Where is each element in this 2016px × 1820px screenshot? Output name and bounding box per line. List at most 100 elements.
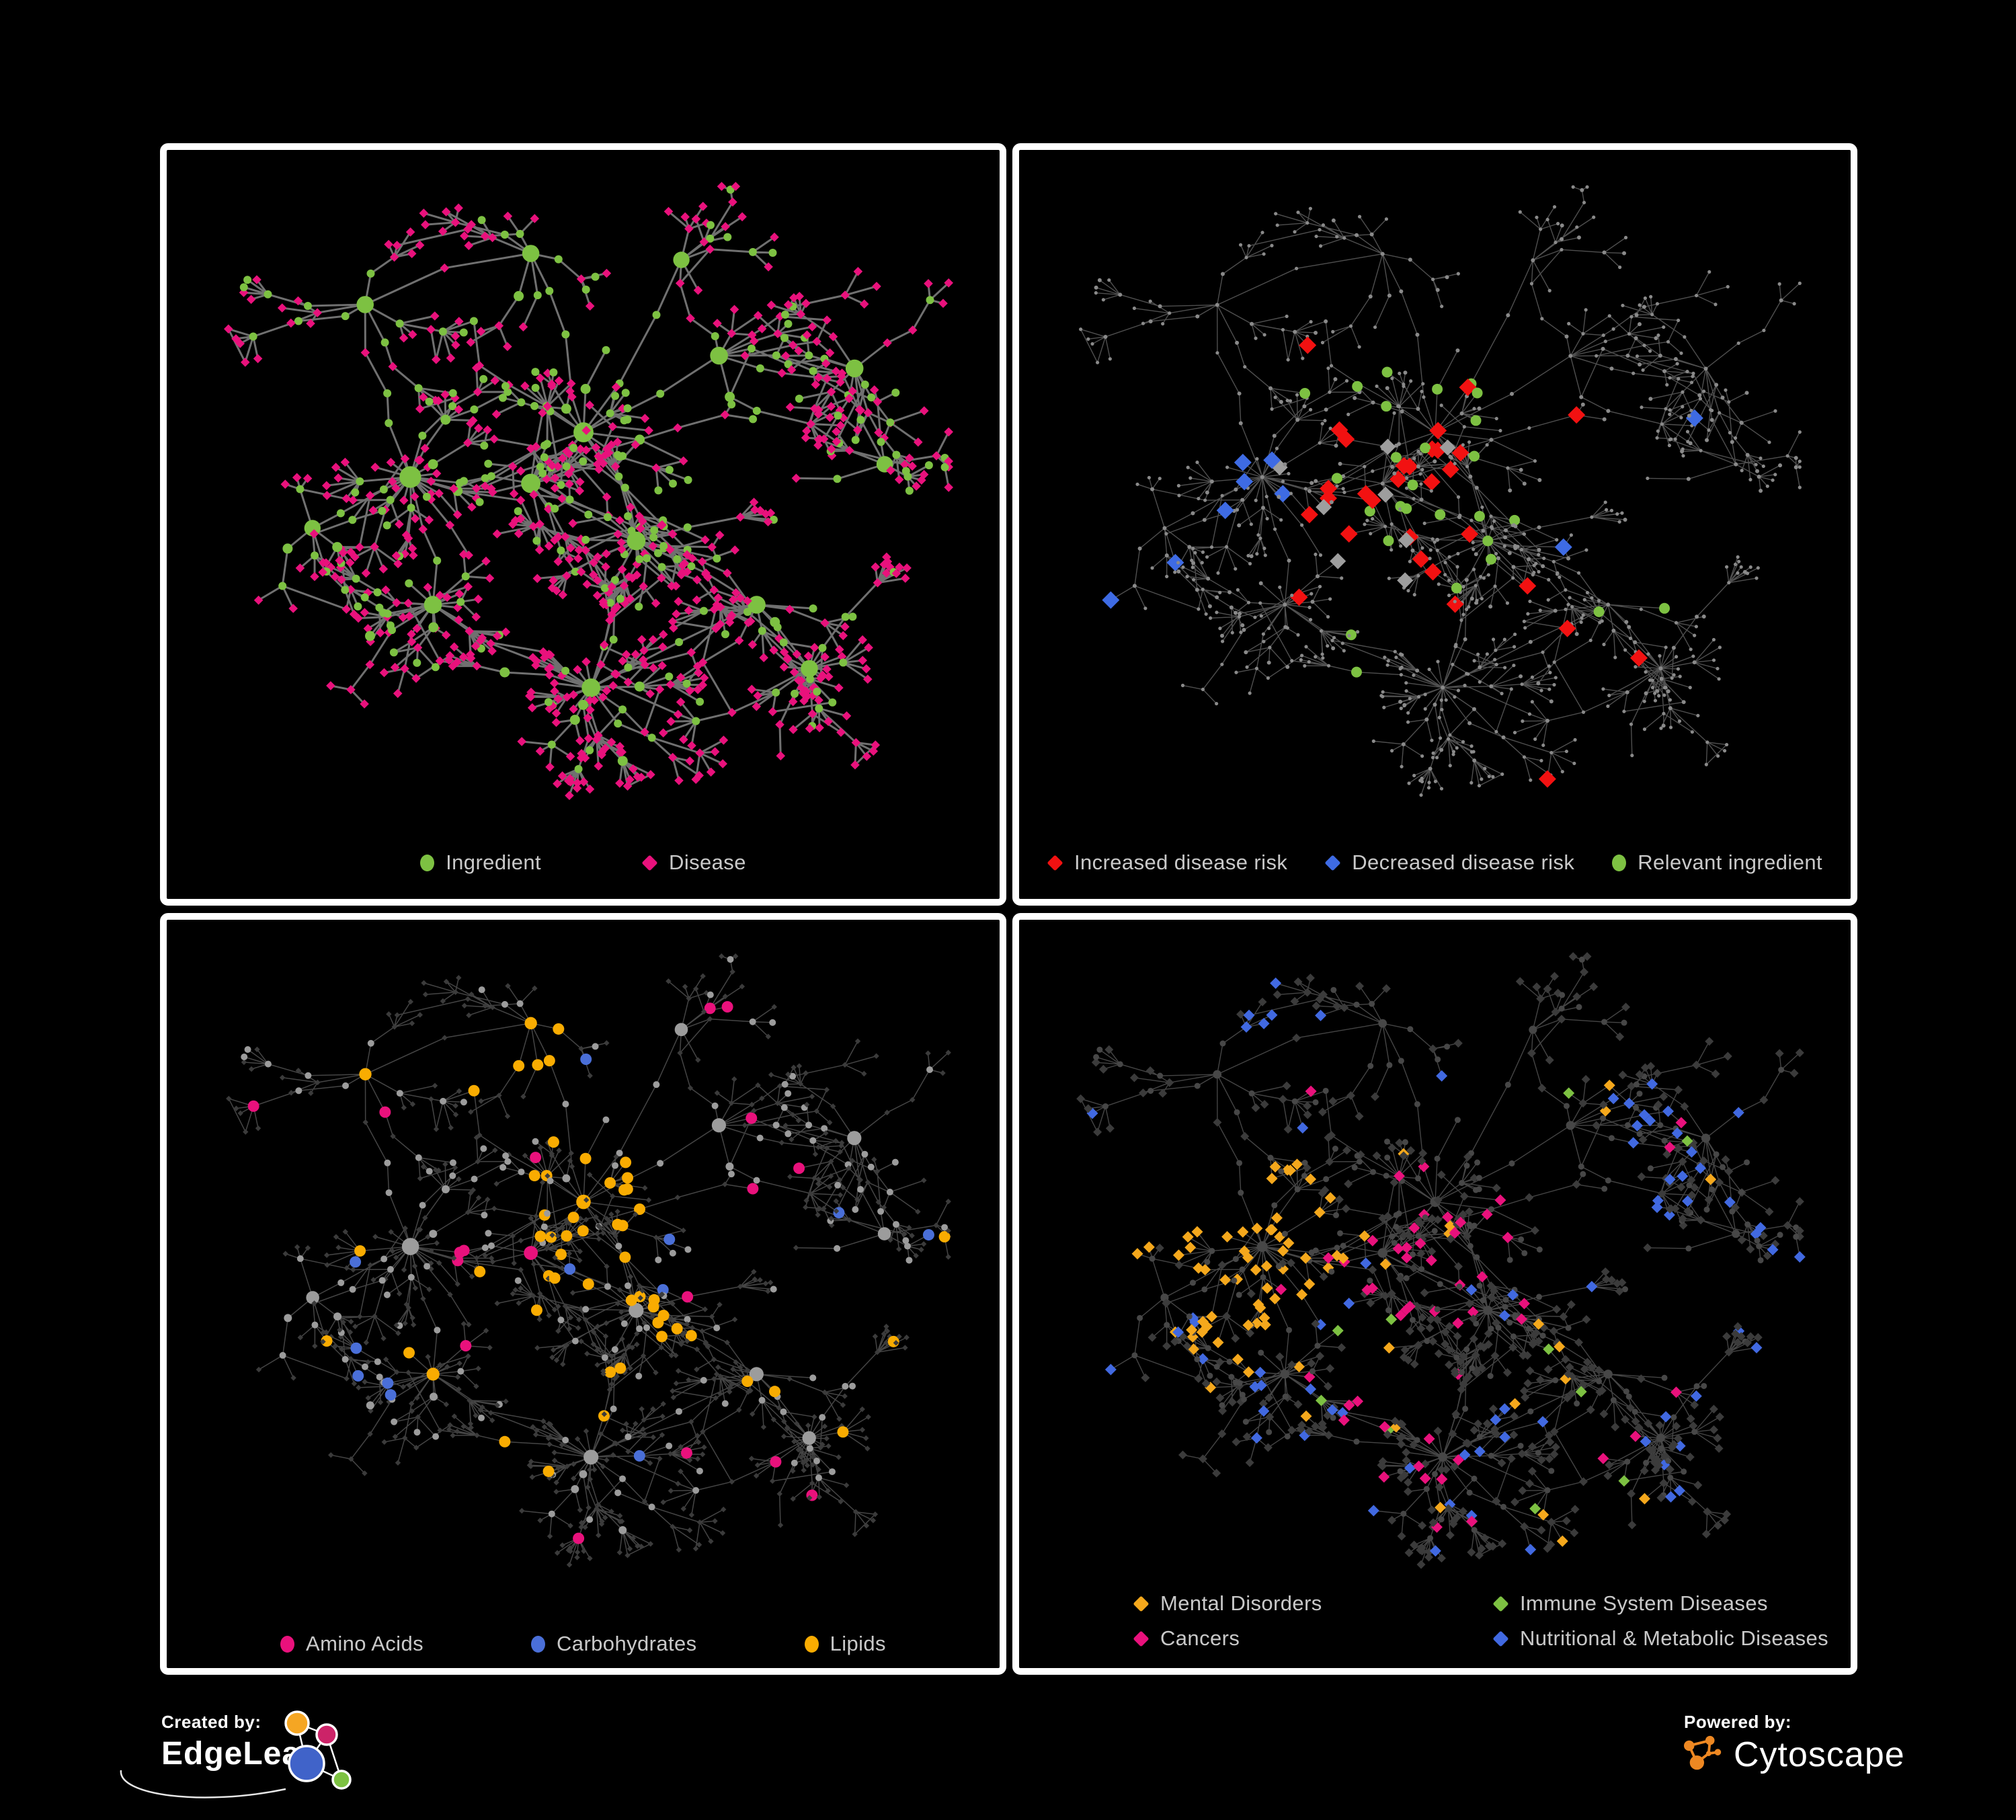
ingredient-node	[429, 1230, 438, 1238]
circle-marker	[531, 1635, 546, 1653]
ingredient-node	[1353, 1438, 1360, 1445]
disease-node	[837, 1148, 843, 1155]
node-node	[1150, 487, 1155, 491]
ingredient-node	[618, 705, 627, 714]
ingredient-node	[802, 1431, 816, 1445]
ingredient-node	[1754, 1237, 1761, 1244]
ingredient-node	[1793, 1234, 1800, 1240]
node-node	[1390, 749, 1394, 753]
node-node	[1476, 652, 1480, 656]
disease-node	[547, 583, 557, 593]
ingredient-node	[1291, 1098, 1298, 1105]
disease-node	[623, 1421, 629, 1427]
disease-node	[411, 1263, 418, 1269]
amino-acids-node	[680, 1447, 692, 1459]
disease-node	[1582, 1315, 1591, 1324]
amino-acids-node	[530, 1152, 542, 1164]
disease-node	[503, 211, 513, 221]
disease-node	[421, 980, 427, 986]
lipids-node	[579, 1152, 592, 1164]
disease-node	[751, 1107, 757, 1114]
disease-node	[1489, 1404, 1498, 1414]
node-node	[1537, 569, 1541, 573]
node-node	[1560, 247, 1564, 251]
node-node	[1278, 585, 1282, 590]
ingredient-node	[562, 1174, 571, 1183]
disease-node	[1170, 1337, 1180, 1346]
node-node	[1318, 244, 1323, 248]
node-node	[1674, 621, 1679, 625]
node-node	[1392, 411, 1396, 415]
node-node	[1314, 234, 1318, 239]
node-node	[1323, 419, 1327, 423]
node-node	[1404, 689, 1408, 693]
mental-disorders-node	[1314, 1206, 1326, 1218]
disease-node	[533, 1427, 540, 1433]
node-node	[1380, 251, 1385, 256]
ingredient-node	[396, 1090, 403, 1097]
node-node	[1397, 404, 1402, 409]
ingredient-node	[569, 444, 578, 452]
disease-node	[391, 483, 401, 493]
disease-node	[1396, 1274, 1405, 1283]
disease-node	[474, 1432, 480, 1439]
ingredient-node	[428, 459, 438, 469]
disease-node	[849, 1158, 856, 1164]
disease-node	[591, 1466, 598, 1473]
ingredient-node	[770, 1285, 777, 1293]
disease-node	[440, 390, 450, 399]
nutritional-metabolic-diseases-node	[1767, 1244, 1779, 1256]
disease-node	[505, 983, 511, 989]
disease-node	[323, 1329, 329, 1335]
ingredient-node	[333, 1312, 342, 1321]
cancers-node	[1379, 1421, 1391, 1433]
node-node	[1225, 545, 1229, 549]
node-node	[1451, 662, 1455, 666]
disease-node	[447, 1292, 453, 1298]
disease-node	[1334, 1195, 1344, 1204]
disease-node	[1273, 990, 1282, 999]
disease-node	[562, 693, 572, 702]
node-node	[1318, 553, 1323, 557]
disease-node	[901, 1231, 908, 1237]
disease-node	[1342, 1146, 1352, 1155]
neutral-risk-node	[1377, 486, 1394, 503]
network-edges	[1080, 186, 1801, 796]
node-node	[1634, 313, 1639, 317]
disease-node	[518, 1285, 524, 1292]
disease-node	[1396, 1439, 1406, 1449]
disease-node	[1549, 1327, 1558, 1336]
ingredient-node	[636, 1325, 643, 1333]
disease-node	[785, 402, 795, 412]
ingredient-node	[1312, 1099, 1319, 1105]
node-node	[1412, 673, 1416, 677]
disease-node	[615, 516, 624, 525]
ingredient-node	[1435, 1056, 1441, 1063]
node-node	[1314, 552, 1318, 557]
node-node	[1552, 205, 1557, 209]
disease-node	[1543, 1365, 1553, 1374]
disease-node	[692, 575, 702, 585]
disease-node	[632, 570, 642, 580]
ingredient-node	[940, 463, 949, 471]
cancers-node	[1414, 1237, 1426, 1249]
mental-disorders-node	[1537, 1509, 1549, 1521]
disease-node	[918, 1247, 924, 1253]
disease-node	[902, 563, 912, 573]
disease-node	[594, 451, 603, 461]
disease-node	[724, 1339, 730, 1345]
disease-node	[680, 212, 690, 222]
disease-node	[1699, 1156, 1709, 1166]
ingredient-node	[336, 509, 345, 518]
disease-node	[768, 1072, 774, 1078]
node-node	[1234, 487, 1238, 492]
disease-node	[485, 1196, 491, 1203]
disease-node	[712, 600, 722, 610]
disease-node	[1562, 1516, 1571, 1526]
disease-node	[1720, 1515, 1730, 1525]
ingredient-node	[295, 1087, 303, 1095]
disease-node	[402, 1320, 408, 1327]
node-node	[1439, 403, 1443, 407]
node-node	[1258, 536, 1262, 541]
node-node	[1569, 533, 1573, 537]
